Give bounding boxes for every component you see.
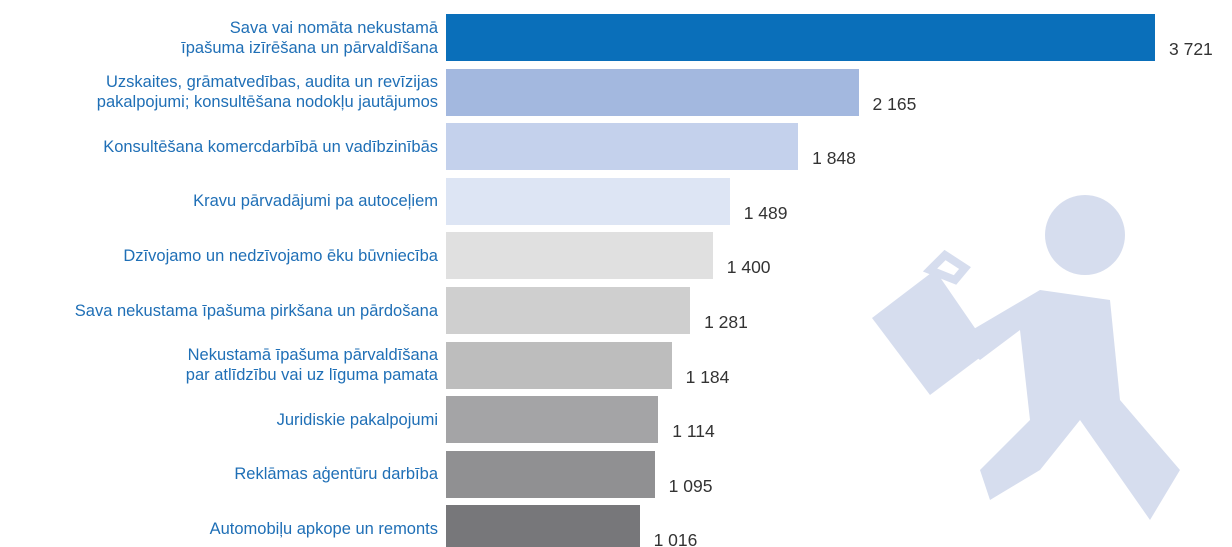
bar [446,14,1155,61]
chart: Sava vai nomāta nekustamā īpašuma izīrēš… [0,0,1232,547]
category-label: Sava nekustama īpašuma pirkšana un pārdo… [6,287,438,334]
value-label: 2 165 [873,81,917,128]
category-label: Nekustamā īpašuma pārvaldīšana par atlīd… [6,342,438,389]
category-label: Konsultēšana komercdarbībā un vadībzinīb… [6,123,438,170]
bar [446,396,658,443]
category-label: Sava vai nomāta nekustamā īpašuma izīrēš… [6,14,438,61]
value-label: 1 489 [744,190,788,237]
bar [446,287,690,334]
value-label: 1 184 [686,354,730,401]
value-label: 1 095 [669,463,713,510]
category-label: Juridiskie pakalpojumi [6,396,438,443]
category-label: Reklāmas aģentūru darbība [6,451,438,498]
category-label: Dzīvojamo un nedzīvojamo ēku būvniecība [6,232,438,279]
category-label: Kravu pārvadājumi pa autoceļiem [6,178,438,225]
category-label: Automobiļu apkope un remonts [6,505,438,547]
bar [446,69,859,116]
bar [446,232,713,279]
value-label: 3 721 [1169,26,1213,73]
category-label: Uzskaites, grāmatvedības, audita un revī… [6,69,438,116]
value-label: 1 016 [654,517,698,547]
bar [446,451,655,498]
bar [446,342,672,389]
value-label: 1 400 [727,244,771,291]
bar [446,178,730,225]
value-label: 1 114 [672,408,715,455]
bar [446,123,798,170]
value-label: 1 848 [812,135,856,182]
value-label: 1 281 [704,299,748,346]
bar [446,505,640,547]
